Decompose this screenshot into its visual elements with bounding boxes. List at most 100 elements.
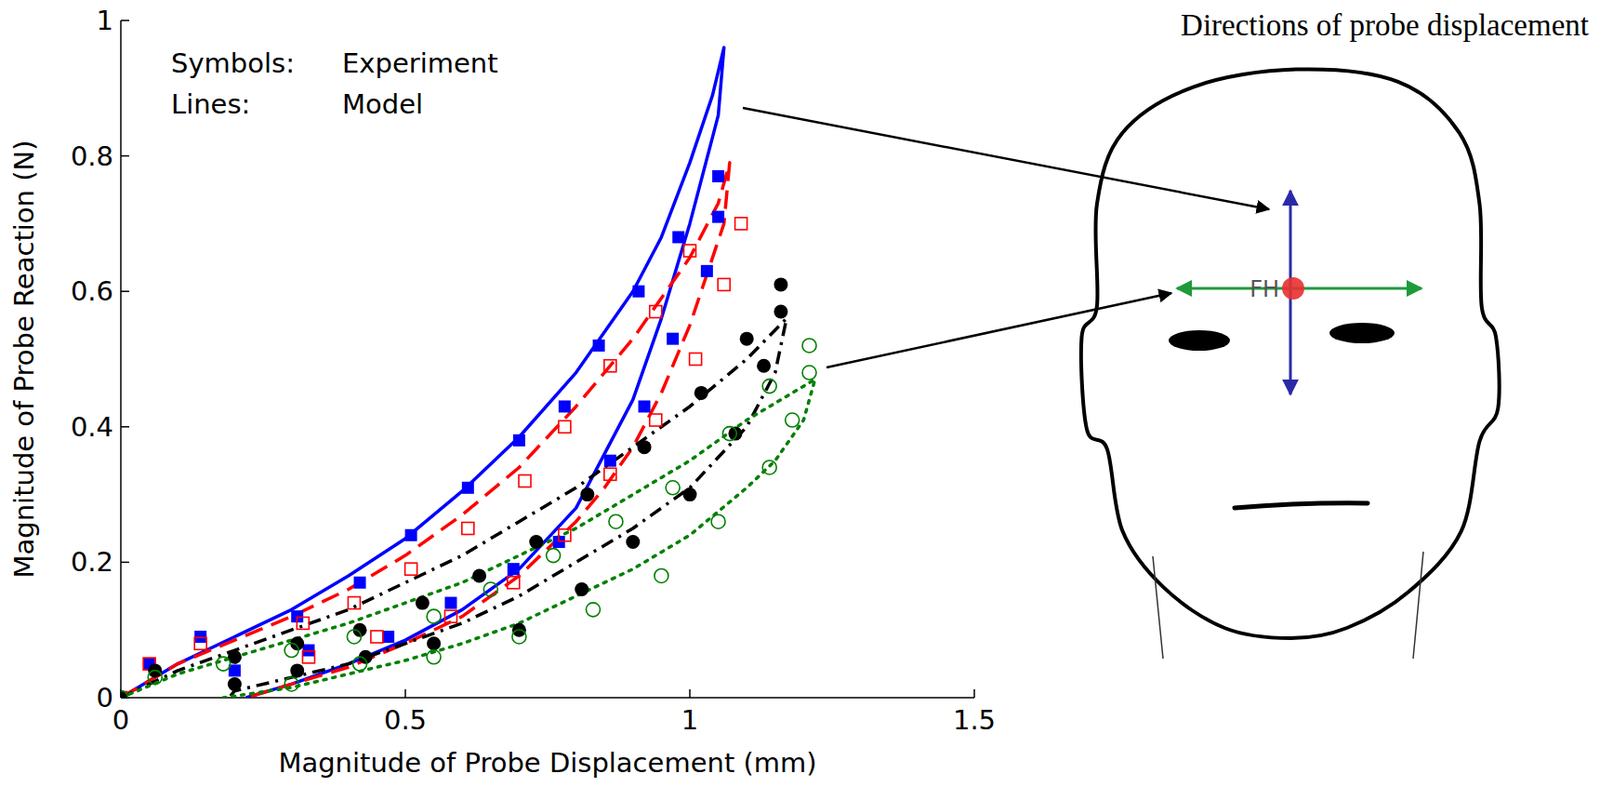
- experiment-point: [512, 629, 527, 644]
- experiment-point: [672, 230, 685, 243]
- annotation-label: Symbols:: [171, 47, 295, 80]
- probe-point: [1282, 277, 1305, 300]
- experiment-point: [296, 616, 309, 629]
- y-tick: [120, 155, 130, 158]
- eye: [1168, 330, 1230, 351]
- experiment-point: [604, 454, 617, 467]
- y-tick-label: 0.8: [70, 140, 114, 172]
- axes: 00.511.500.20.40.60.81: [70, 4, 996, 736]
- annotation-label: Lines:: [171, 88, 251, 120]
- experiment-point: [370, 630, 384, 643]
- model-line: [120, 47, 725, 698]
- experiment-point: [608, 514, 623, 529]
- experiment-point: [546, 548, 561, 563]
- experiment-point: [444, 596, 457, 609]
- experiment-point: [147, 670, 162, 685]
- experiment-point: [773, 277, 788, 291]
- experiment-point: [694, 385, 709, 400]
- experiment-point: [120, 690, 129, 699]
- experiment-point: [711, 514, 726, 529]
- experiment-point: [665, 480, 680, 495]
- diagram-title: Directions of probe displacement: [1180, 8, 1589, 42]
- annotation-text: Experiment: [342, 47, 499, 80]
- experiment-point: [585, 602, 600, 617]
- experiment-point: [580, 487, 595, 502]
- experiment-point: [717, 277, 730, 291]
- experiment-point: [528, 534, 543, 549]
- annotation: Lines: Model: [171, 88, 424, 120]
- annotation-text: Model: [342, 88, 424, 120]
- experiment-point: [593, 339, 606, 352]
- experiment-point: [507, 576, 520, 589]
- experiment-point: [426, 635, 441, 650]
- x-tick-label: 1.5: [952, 703, 996, 736]
- annotation: Symbols: Experiment: [171, 47, 499, 80]
- experiment-point: [649, 305, 662, 318]
- experiment-point: [227, 676, 242, 691]
- mouth: [1234, 502, 1368, 508]
- x-tick-label: 0: [112, 703, 130, 736]
- experiment-point: [284, 643, 299, 658]
- experiment-point: [632, 285, 645, 298]
- head-outline: [1081, 68, 1500, 638]
- experiment-point: [426, 608, 441, 623]
- model-line: [120, 317, 787, 698]
- experiment-point: [604, 467, 617, 480]
- experiment-point: [625, 534, 640, 549]
- point-label: FH: [1249, 276, 1280, 303]
- experiment-point: [290, 662, 305, 677]
- x-tick: [973, 688, 976, 698]
- chart-root: 00.511.500.20.40.60.81Magnitude of Probe…: [0, 0, 1600, 787]
- experiment-point: [426, 649, 441, 664]
- x-axis-title: Magnitude of Probe Displacement (mm): [277, 746, 817, 779]
- model-line: [120, 162, 730, 698]
- experiment-point: [194, 636, 207, 649]
- experiment-point: [382, 630, 395, 643]
- experiment-point: [740, 331, 754, 346]
- y-tick-label: 0.2: [70, 545, 114, 578]
- neck-line: [1413, 551, 1424, 659]
- x-tick-label: 1: [681, 703, 699, 736]
- x-tick: [688, 688, 691, 698]
- leader-arrow: [742, 107, 1270, 210]
- experiment-point: [120, 691, 128, 699]
- experiment-point: [683, 487, 698, 502]
- y-tick-label: 0.4: [70, 410, 114, 443]
- experiment-point: [405, 528, 418, 542]
- experiment-point: [415, 595, 430, 610]
- experiment-point: [785, 412, 800, 427]
- y-axis-title: Magnitude of Probe Reaction (N): [8, 140, 40, 579]
- face-diagram: Directions of probe displacement FH: [1081, 8, 1589, 659]
- experiment-point: [558, 528, 571, 542]
- experiment-point: [347, 596, 360, 609]
- y-tick: [120, 19, 130, 22]
- leader-arrow: [826, 292, 1172, 368]
- y-tick-label: 0: [96, 681, 114, 714]
- experiment-point: [507, 562, 520, 575]
- y-tick-label: 1: [96, 4, 114, 37]
- experiment-point: [684, 244, 697, 257]
- experiment-point: [722, 426, 737, 441]
- experiment-point: [558, 399, 571, 412]
- experiment-point: [802, 338, 817, 353]
- plot-data: [120, 47, 817, 698]
- x-tick-label: 0.5: [383, 703, 427, 736]
- experiment-point: [773, 304, 788, 319]
- experiment-point: [756, 358, 771, 373]
- experiment-point: [462, 522, 475, 535]
- y-tick: [120, 425, 130, 428]
- experiment-point: [689, 353, 702, 366]
- y-tick: [120, 561, 130, 564]
- experiment-point: [604, 359, 617, 372]
- experiment-point: [654, 568, 669, 582]
- experiment-point: [762, 379, 777, 394]
- experiment-point: [346, 629, 361, 644]
- experiment-point: [637, 439, 652, 454]
- y-axis-line: [119, 20, 122, 698]
- experiment-point: [353, 656, 368, 671]
- experiment-point: [284, 676, 299, 691]
- experiment-point: [518, 475, 531, 488]
- experiment-point: [483, 581, 498, 596]
- experiment-point: [120, 690, 129, 699]
- experiment-point: [216, 656, 231, 671]
